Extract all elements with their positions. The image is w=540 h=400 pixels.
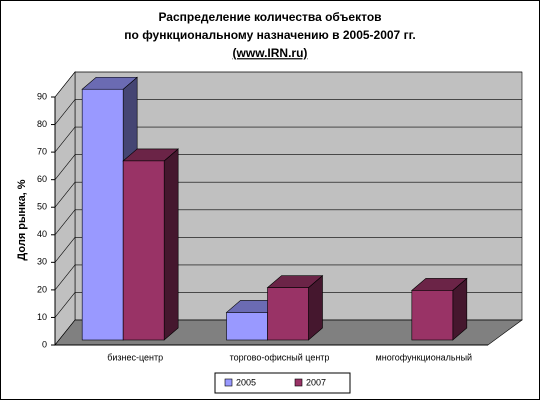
- bar: [226, 312, 268, 341]
- y-tick-label: 0: [42, 339, 47, 349]
- y-tick-label: 10: [37, 312, 47, 322]
- x-tick-label: торгово-офисный центр: [230, 352, 330, 362]
- x-tick-label: бизнес-центр: [107, 352, 163, 362]
- y-axis-title: Доля рынка, %: [16, 179, 28, 260]
- grid-line: [54, 209, 76, 235]
- y-tick-label: 20: [37, 284, 47, 294]
- grid-line: [54, 264, 76, 291]
- grid-line: [54, 292, 76, 318]
- x-tick-label: многофункциональный: [376, 352, 473, 362]
- grid-line: [54, 182, 76, 208]
- y-tick-label: 50: [37, 202, 47, 212]
- y-tick-label: 60: [37, 174, 47, 184]
- chart-title: (www.IRN.ru): [233, 46, 308, 60]
- legend-swatch: [294, 378, 303, 387]
- y-tick-label: 40: [37, 229, 47, 239]
- bar: [267, 287, 309, 341]
- y-tick-label: 30: [37, 257, 47, 267]
- y-tick-label: 80: [37, 119, 47, 129]
- y-tick-label: 70: [37, 146, 47, 156]
- legend-box: [214, 372, 351, 394]
- bar-side: [163, 148, 179, 341]
- chart-title: по функциональному назначению в 2005-200…: [124, 28, 415, 42]
- chart-title: Распределение количества объектов: [158, 10, 381, 24]
- side-wall: [54, 71, 76, 346]
- grid-line: [54, 99, 76, 125]
- legend-swatch: [224, 378, 233, 387]
- grid-line: [54, 237, 76, 263]
- grid-line: [54, 71, 76, 98]
- bar: [411, 290, 454, 341]
- bar: [81, 88, 124, 341]
- legend-label: 2005: [236, 377, 256, 387]
- y-tick-label: 90: [37, 91, 47, 101]
- grid-line: [54, 154, 76, 180]
- grid-line: [54, 319, 76, 346]
- legend-label: 2007: [306, 377, 326, 387]
- bar: [122, 160, 165, 341]
- grid-line: [54, 126, 76, 153]
